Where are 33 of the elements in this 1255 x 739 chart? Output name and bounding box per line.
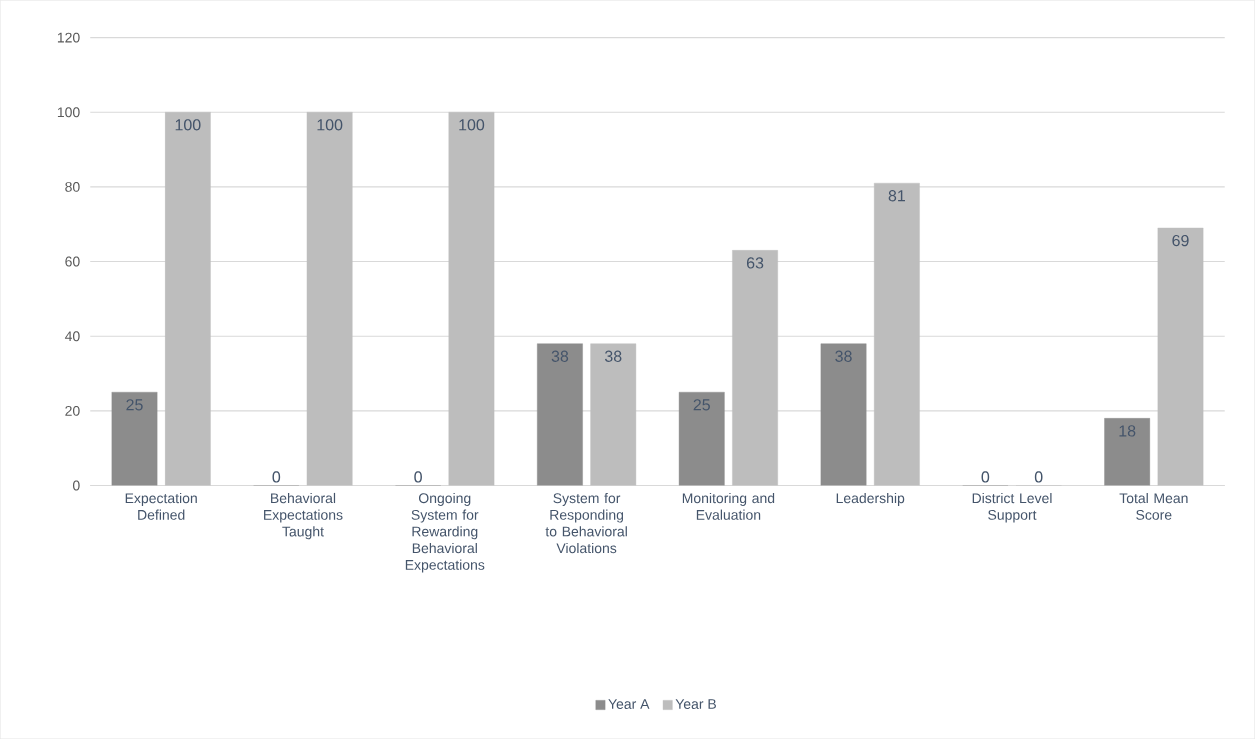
data-label: 25	[126, 399, 143, 411]
data-label: 100	[317, 119, 343, 131]
x-tick-label: System for Responding to Behavioral Violations	[545, 492, 627, 554]
y-tick-label: 40	[64, 331, 80, 342]
x-tick-label: Total Mean Score	[1119, 492, 1188, 520]
y-tick-label: 20	[65, 405, 80, 416]
x-tick-label: Expectation Defined	[125, 492, 197, 520]
data-label: 81	[888, 190, 905, 202]
data-label: 0	[1034, 471, 1043, 483]
data-label: 0	[414, 471, 422, 483]
data-label: 38	[551, 350, 569, 362]
x-tick-label: Behavioral Expectations Taught	[264, 492, 343, 540]
x-tick-label: Leadership	[836, 492, 905, 506]
data-label: 25	[693, 399, 710, 411]
data-label: 38	[835, 350, 852, 362]
x-tick-label: Monitoring and Evaluation	[682, 492, 775, 520]
legend-label: Year A	[608, 699, 650, 709]
y-tick-label: 100	[57, 107, 80, 118]
data-label: 0	[272, 471, 281, 483]
data-label: 18	[1119, 425, 1136, 437]
data-label: 38	[604, 350, 622, 362]
x-tick-label: District Level Support	[972, 492, 1052, 523]
y-tick-label: 0	[72, 480, 80, 491]
data-label: 100	[175, 119, 201, 131]
x-tick-label: Ongoing System for Rewarding Behavioral Expectations	[405, 492, 485, 573]
data-label: 0	[981, 471, 990, 483]
y-tick-label: 80	[65, 181, 80, 192]
y-tick-label: 120	[57, 32, 80, 43]
legend-label: Year B	[675, 699, 716, 709]
y-tick-label: 60	[65, 256, 80, 267]
data-label: 63	[746, 257, 764, 269]
data-label: 100	[459, 119, 485, 131]
data-label: 69	[1172, 234, 1189, 247]
